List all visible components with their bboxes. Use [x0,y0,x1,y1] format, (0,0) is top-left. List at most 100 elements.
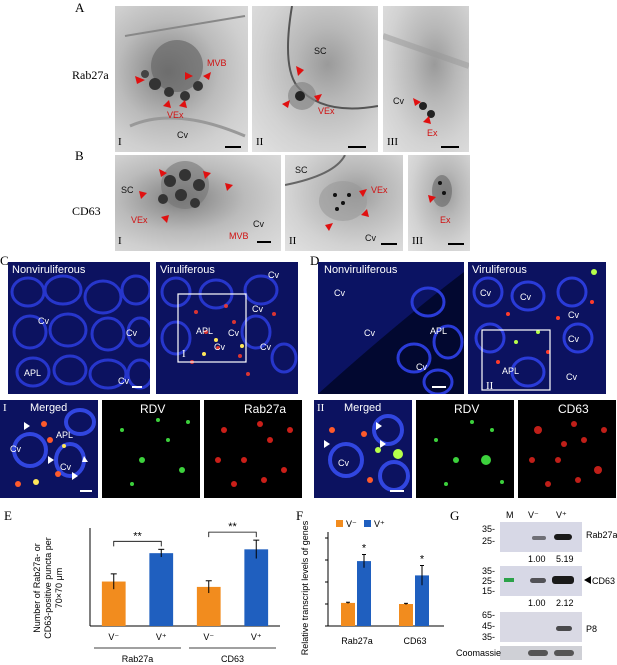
image-title: Viruliferous [472,264,527,276]
bar [399,604,413,626]
panel-letter-e: E [4,508,12,523]
row-label-cd63: CD63 [72,204,101,218]
em-label: VEx [167,110,184,120]
fluor-label: APL [196,326,214,336]
em-label: SC [295,165,308,175]
blot-ratio: 1.00 [528,598,546,608]
fluor-label: Cv [10,444,21,454]
y-axis-label: CD63-positive puncta per [43,537,53,639]
blot-band [530,578,546,583]
fluor-label: Cv [214,342,225,352]
blot-ratio: 5.19 [556,554,574,564]
significance-marker: * [420,554,425,566]
y-axis-label: Number of Rab27a- or [32,543,42,633]
em-label: VEx [371,185,388,195]
blot-target-label: CD63 [592,576,616,586]
blot-target-label: P8 [586,624,598,634]
panel-letter-c: C [0,253,9,268]
bar [196,586,221,626]
em-image-a-i: MVB VEx Cv I [115,6,248,152]
x-tick-label: CD63 [403,636,426,646]
scale-bar [381,243,397,245]
fluor-label: Cv [252,304,263,314]
blot-cd63 [500,566,582,596]
blot-band [554,534,572,540]
blot-marker: 35- [482,524,496,534]
scale-bar [432,386,446,388]
sub-panel-roman: I [182,348,186,360]
image-title: Merged [344,402,382,414]
fluor-label: Cv [568,310,579,320]
bar [357,561,371,626]
fluor-label: Cv [228,328,239,338]
group-label: Rab27a [122,654,154,664]
sub-panel-roman: I [3,402,7,414]
fluor-image-c-vir: Viruliferous Cv Cv APL Cv Cv Cv I [156,262,298,394]
bar [244,549,269,626]
scale-bar [441,146,459,148]
image-title: Rab27a [244,402,287,416]
fluor-label: Cv [334,288,345,298]
y-axis-label: Relative transcript levels of genes [300,520,310,655]
significance-marker: ** [133,530,142,542]
bar [341,602,355,626]
fluor-image-c-merged: Merged I APL Cv Cv [0,400,98,498]
fluor-label: Cv [480,288,491,298]
fluor-label: APL [502,366,520,376]
blot-ladder [504,578,514,582]
fluor-label: APL [430,326,448,336]
significance-marker: ** [228,521,237,533]
blot-band [554,650,574,656]
sub-panel-roman: II [256,136,264,148]
bar-chart-e: Number of Rab27a- or CD63-positive puncta… [32,521,280,664]
bar [149,553,174,626]
scale-bar [257,241,271,243]
legend-label: V⁻ [346,519,357,529]
scale-bar [225,146,241,148]
fluor-image-d-vir: Viruliferous Cv Cv Cv Cv APL Cv II [468,262,606,394]
fluor-label: Cv [416,362,427,372]
scale-bar [80,490,92,492]
blot-coomassie [500,646,582,660]
fluor-image-c-nonvir: Nonviruliferous Cv Cv APL Cv [8,262,150,394]
fluor-image-c-red: Rab27a [204,400,302,498]
fluor-label: Cv [566,372,577,382]
em-label: Cv [177,130,188,140]
sub-panel-roman: II [289,235,297,247]
fluor-image-d-nonvir: Nonviruliferous Cv Cv APL Cv [318,262,464,394]
panel-letter-b: B [75,148,84,163]
fluor-label: Cv [520,292,531,302]
em-image-b-ii: SC VEx Cv II [285,155,403,251]
em-label: Ex [440,215,451,225]
scale-bar [348,146,366,148]
blot-marker: 25- [482,536,496,546]
em-label: VEx [131,215,148,225]
blot-target-label: Rab27a [586,530,617,540]
lane-label-m: M [506,510,514,520]
blot-band [528,650,548,656]
blot-p8 [500,612,582,642]
sub-panel-roman: III [387,136,398,148]
blot-band [556,626,572,631]
em-label: SC [314,46,327,56]
significance-bracket [208,531,257,538]
panel-letter-g: G [450,508,460,523]
image-title: Nonviruliferous [324,264,398,276]
image-title: Merged [30,402,68,414]
fluor-image-d-green: RDV [416,400,514,498]
bar [101,581,126,626]
scale-bar [448,243,464,245]
blot-marker: 35- [482,632,496,642]
blot-marker: 35- [482,566,496,576]
scale-bar [132,386,142,388]
image-title: RDV [140,402,166,416]
em-label: Ex [427,128,438,138]
sub-panel-roman: II [486,380,494,392]
significance-marker: * [362,543,367,555]
bar [415,575,429,626]
blot-band [532,536,546,540]
fluor-label: Cv [568,334,579,344]
fluor-image-d-red: CD63 [518,400,616,498]
x-tick-label: V⁻ [203,632,214,642]
em-label: Cv [393,96,404,106]
